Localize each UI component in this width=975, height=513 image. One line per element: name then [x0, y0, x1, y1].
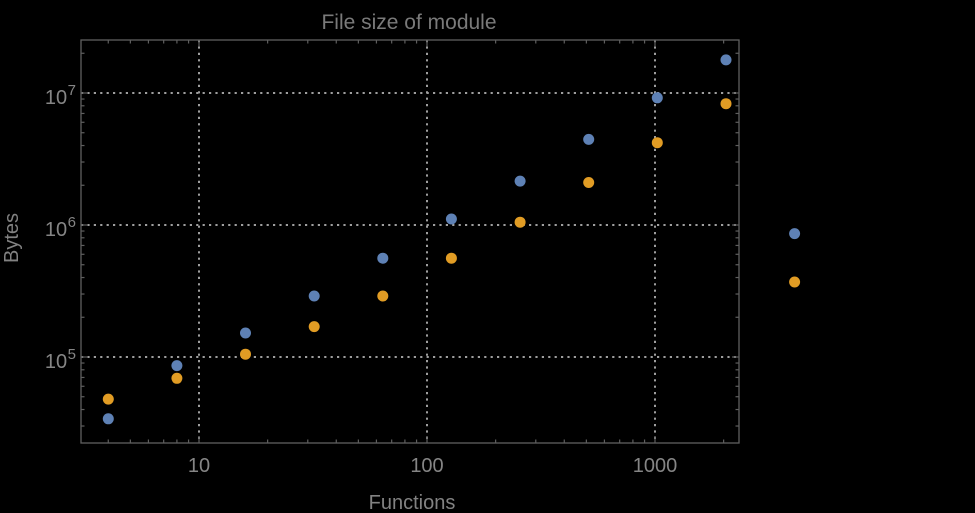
gridlines — [81, 40, 739, 443]
point-orange-x4096 — [789, 276, 801, 288]
x-tick-label-10: 10 — [188, 455, 210, 477]
point-orange-x32 — [308, 321, 320, 333]
point-blue-x1024 — [651, 92, 663, 104]
point-blue-x8 — [171, 360, 183, 372]
point-blue-x2048 — [720, 54, 732, 66]
point-blue-x4096 — [789, 228, 801, 240]
point-blue-x256 — [514, 175, 526, 187]
y-tick-label-1e7: 107 — [45, 82, 76, 109]
chart-title: File size of module — [321, 11, 496, 34]
data-points — [102, 54, 801, 425]
point-blue-x128 — [445, 213, 457, 225]
point-orange-x4 — [102, 393, 114, 405]
point-blue-x4 — [102, 413, 114, 425]
y-tick-label-1e6: 106 — [45, 214, 76, 241]
plot-frame — [80, 39, 740, 444]
point-orange-x8 — [171, 372, 183, 384]
y-tick-label-1e5: 105 — [45, 346, 76, 373]
point-blue-x16 — [240, 327, 251, 339]
x-tick-label-1000: 1000 — [633, 455, 678, 477]
point-orange-x512 — [583, 177, 595, 188]
point-orange-x16 — [240, 348, 251, 360]
point-blue-x64 — [377, 252, 389, 264]
x-axis-label: Functions — [369, 492, 456, 513]
point-blue-x512 — [583, 133, 595, 145]
point-orange-x2048 — [720, 98, 732, 110]
x-tick-label-100: 100 — [410, 455, 443, 477]
point-orange-x64 — [377, 290, 389, 302]
point-orange-x256 — [514, 216, 526, 228]
y-axis-label: Bytes — [1, 213, 23, 263]
point-orange-x128 — [445, 252, 457, 264]
point-blue-x32 — [308, 290, 320, 302]
point-orange-x1024 — [651, 137, 663, 149]
